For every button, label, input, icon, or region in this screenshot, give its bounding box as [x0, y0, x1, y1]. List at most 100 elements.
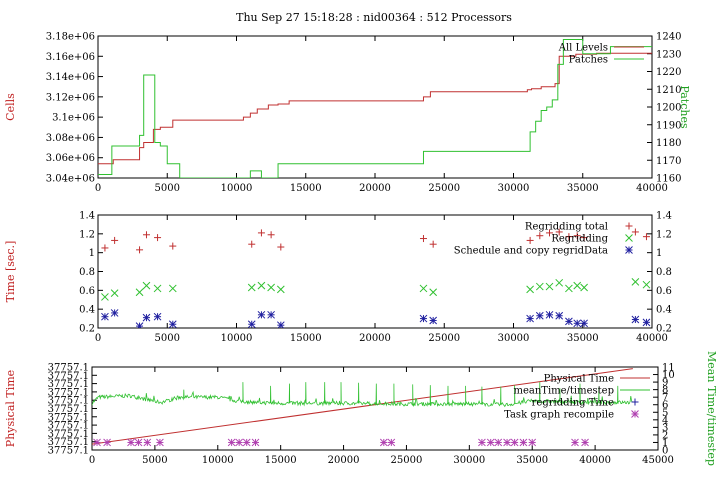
series-regridding-total-point: [111, 236, 119, 244]
series-regridding-point: [110, 289, 119, 298]
series-regridding-total-point: [419, 235, 427, 243]
x-tick-label: 35000: [567, 333, 599, 344]
series-regridding-total-point: [555, 228, 563, 236]
plot-area: [101, 228, 651, 328]
series-task-graph-recompile-point: [227, 438, 236, 447]
series-task-graph-recompile-point: [379, 438, 388, 447]
legend: Physical TimemeanTime/timestepregridding…: [504, 374, 650, 421]
x-tick-label: 25000: [428, 183, 460, 194]
series-schedule-and-copy-regriddata-point: [257, 310, 266, 319]
series-schedule-and-copy-regriddata-point: [573, 319, 582, 328]
series-schedule-and-copy-regriddata-point: [247, 320, 256, 328]
y2-tick-label: 10: [662, 370, 675, 381]
y-tick-label: 3.06e+06: [46, 153, 95, 164]
series-physical-time-line: [92, 368, 633, 445]
x-tick-label: 0: [95, 183, 101, 194]
x-tick-label: 20000: [359, 333, 391, 344]
x-tick-label: 25000: [428, 333, 460, 344]
series-regridding-total-point: [154, 234, 162, 242]
series-task-graph-recompile-point: [581, 438, 589, 447]
series-regridding-total-point: [631, 228, 639, 236]
x-tick-label: 15000: [290, 333, 322, 344]
series-schedule-and-copy-regriddata-point: [631, 315, 640, 324]
legend-swatch: [625, 222, 633, 230]
panel-1: 0 5000 10000 15000 20000 25000 30000 35000 40000…: [4, 32, 691, 195]
series-regridding-point: [429, 288, 438, 297]
series-regridding-total-point: [526, 236, 534, 244]
y-tick-label: 1: [89, 248, 95, 259]
series-regridding-point: [276, 285, 285, 294]
y-tick-label: 1.2: [79, 229, 95, 240]
series-regridding-total-point: [277, 243, 285, 251]
y2-tick-label: 0.4: [656, 305, 672, 316]
series-task-graph-recompile-point: [143, 438, 152, 447]
series-schedule-and-copy-regriddata-point: [110, 309, 119, 317]
series-task-graph-recompile-point: [134, 438, 143, 447]
series-schedule-and-copy-regriddata-point: [419, 314, 428, 323]
legend-swatch: [631, 410, 639, 418]
legend-label: Physical Time: [544, 374, 614, 385]
y2-tick-label: 6: [662, 400, 668, 411]
series-schedule-and-copy-regriddata-point: [580, 319, 588, 328]
x-tick-label: 40000: [636, 333, 668, 344]
x-tick-label: 20000: [328, 455, 360, 466]
x-tick-label: 10000: [202, 455, 234, 466]
series-schedule-and-copy-regriddata-point: [429, 316, 438, 325]
legend-swatch: [631, 398, 639, 406]
y-tick-label: 37757.1: [48, 404, 89, 415]
x-tick-label: 35000: [516, 455, 548, 466]
y2-tick-label: 0: [662, 446, 668, 457]
plot-area: [98, 39, 652, 178]
series-schedule-and-copy-regriddata-point: [101, 312, 109, 321]
y-tick-label: 37757.1: [48, 387, 89, 398]
y2-tick-label: 1170: [656, 156, 681, 167]
series-regridding-point: [419, 284, 428, 293]
y2-tick-label: 1210: [656, 85, 681, 96]
series-task-graph-recompile-point: [93, 438, 101, 447]
panel-2: 0 5000 10000 15000 20000 25000 30000 35000 40000…: [4, 211, 672, 345]
series-task-graph-recompile-point: [519, 438, 528, 447]
series-schedule-and-copy-regriddata-point: [142, 313, 151, 322]
series-regridding-point: [247, 283, 256, 292]
y2-tick-label: 1.2: [656, 229, 672, 240]
series-regridding-total-point: [429, 240, 437, 248]
x-tick-label: 45000: [642, 455, 674, 466]
series-regridding-total-point: [169, 242, 177, 250]
x-tick-label: 5000: [155, 183, 180, 194]
y2-tick-label: 1: [656, 248, 662, 259]
series-regridding-total-point: [580, 234, 588, 242]
y-tick-label: 3.12e+06: [46, 92, 95, 103]
series-regridding-point: [642, 280, 651, 289]
series-regridding-point: [168, 284, 177, 293]
series-regridding-point: [580, 283, 588, 292]
series-task-graph-recompile-point: [494, 438, 503, 447]
y-tick-label: 1.4: [79, 211, 95, 222]
series-regridding-total-point: [565, 233, 573, 241]
series-regridding-point: [135, 288, 144, 297]
series-schedule-and-copy-regriddata-point: [565, 317, 573, 326]
y-tick-label: 37757.1: [48, 396, 89, 407]
y-tick-label: 37757.1: [48, 437, 89, 448]
series-regridding-total-point: [536, 232, 544, 240]
x-tick-label: 15000: [290, 183, 322, 194]
y-tick-label: 0.4: [79, 305, 95, 316]
legend-label: meanTime/timestep: [513, 386, 614, 397]
legend-label: All Levels: [558, 43, 608, 54]
x-tick-label: 15000: [265, 455, 297, 466]
x-tick-label: 0: [89, 455, 95, 466]
series-schedule-and-copy-regriddata-point: [153, 312, 162, 321]
figure-title: Thu Sep 27 15:18:28 : nid00364 : 512 Pro…: [236, 11, 512, 24]
series-regridding-point: [545, 282, 554, 291]
series-schedule-and-copy-regriddata-point: [642, 318, 651, 327]
series-regridding-point: [555, 278, 564, 287]
y-tick-label: 37757.1: [48, 363, 89, 374]
series-task-graph-recompile-point: [528, 438, 537, 447]
series-regridding-point: [631, 278, 640, 286]
x-tick-label: 10000: [221, 333, 253, 344]
y2-axis-label: Mean Time/timestep: [705, 351, 718, 466]
plot-area: [92, 368, 633, 447]
series-schedule-and-copy-regriddata-point: [526, 314, 534, 323]
series-regridding-point: [142, 281, 151, 290]
